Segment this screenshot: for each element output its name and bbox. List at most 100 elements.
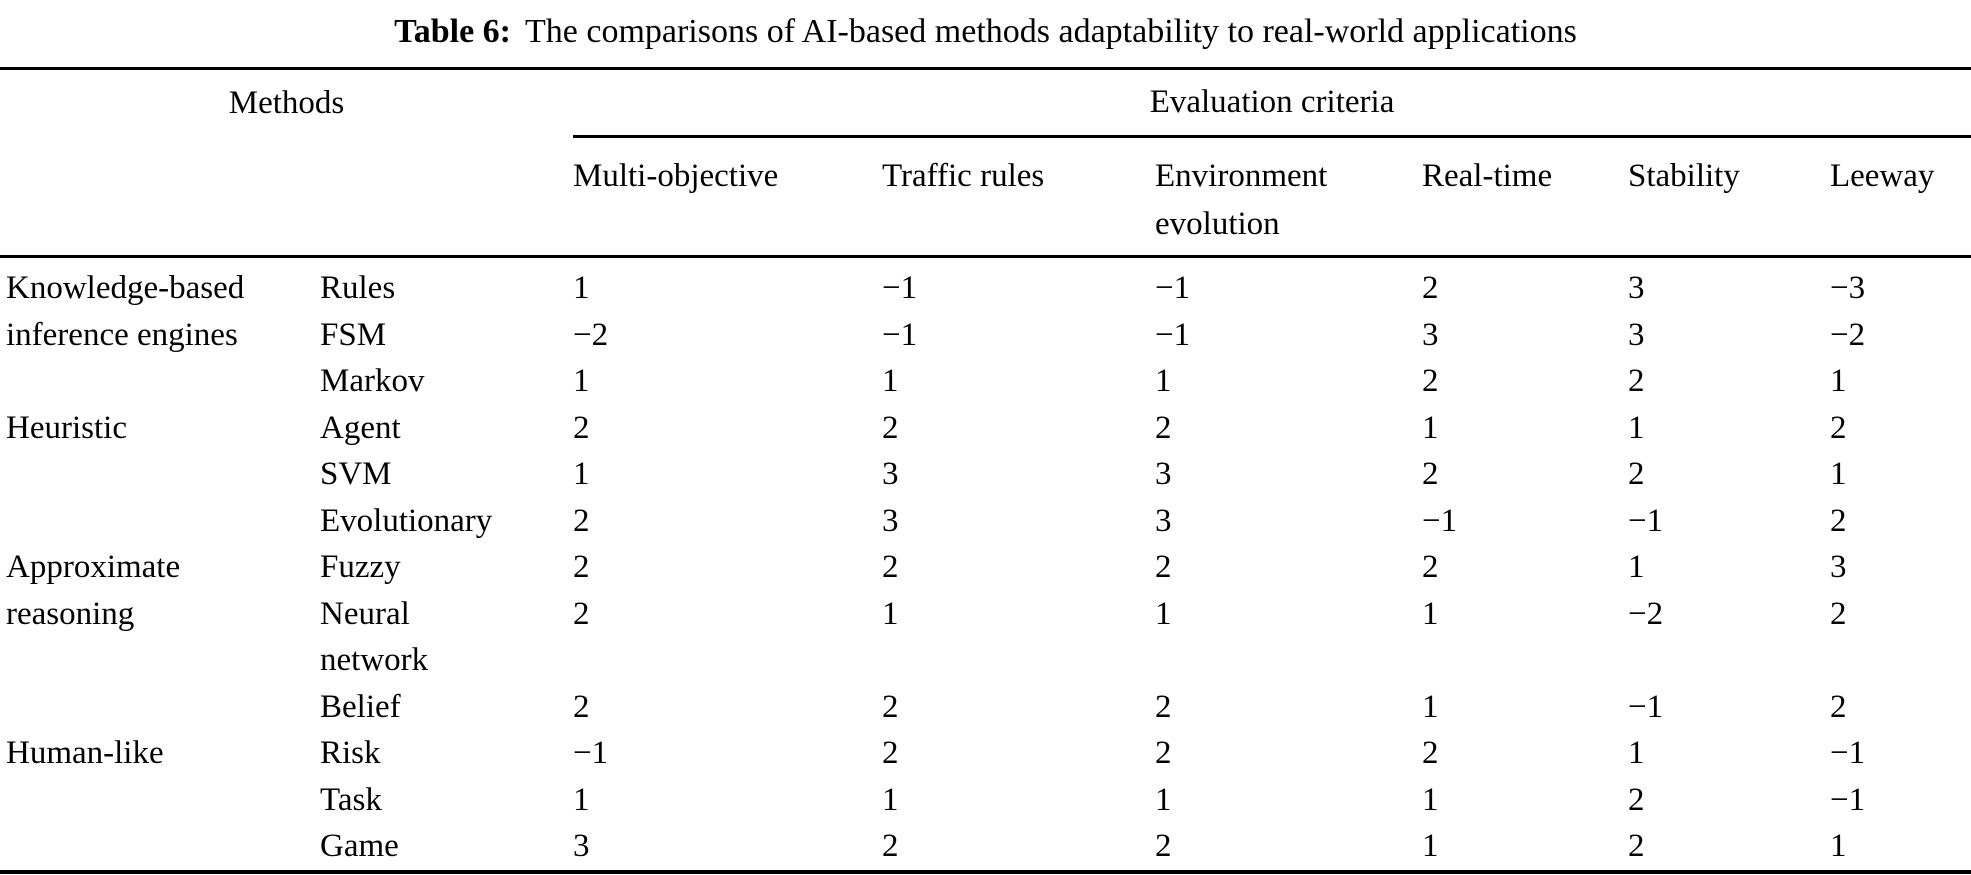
method-name-cell: Game	[320, 828, 399, 864]
method-name-cell: Markov	[320, 363, 425, 399]
table-caption-text: The comparisons of AI-based methods adap…	[525, 13, 1577, 50]
score-cell: 3	[1155, 456, 1172, 492]
score-cell: 2	[573, 502, 590, 539]
method-name-cell: Task	[320, 781, 382, 818]
score-cell: 1	[1422, 409, 1439, 446]
score-cell: 1	[573, 270, 590, 306]
method-category-cell: Knowledge-based inference engines	[6, 270, 245, 353]
method-name-cell: Neural network	[320, 595, 429, 679]
score-cell: 1	[1830, 363, 1847, 399]
table-row: Task 1 1 1 1 2 −1	[0, 777, 1971, 824]
score-cell: 1	[1422, 828, 1439, 864]
empty-header-cell	[0, 136, 573, 258]
score-cell: 2	[1830, 409, 1847, 446]
score-cell: 1	[1155, 363, 1172, 399]
score-cell: −1	[1830, 735, 1866, 771]
table-row: Heuristic Agent 2 2 2 1 1 2	[0, 405, 1971, 452]
score-cell: 1	[1628, 409, 1645, 446]
score-cell: 2	[1155, 735, 1172, 771]
score-cell: 2	[1830, 502, 1847, 539]
score-cell: 1	[1155, 781, 1172, 818]
score-cell: −1	[1830, 781, 1866, 818]
table-row: Neural network 2 1 1 1 −2 2	[0, 591, 1971, 684]
score-cell: 1	[1155, 595, 1172, 632]
score-cell: 2	[1628, 363, 1645, 399]
score-cell: 1	[1422, 781, 1439, 818]
score-cell: 1	[1422, 688, 1439, 725]
score-cell: 2	[1155, 828, 1172, 864]
method-name-cell: FSM	[320, 316, 387, 353]
score-cell: 1	[882, 595, 899, 632]
score-cell: −1	[1155, 270, 1191, 306]
table-row: Knowledge-based inference engines Rules 1 −…	[0, 257, 1971, 353]
score-cell: −1	[1628, 502, 1664, 539]
method-name-cell: Belief	[320, 688, 401, 725]
score-cell: −3	[1830, 270, 1866, 306]
score-cell: 2	[1422, 270, 1439, 306]
method-name-cell: Risk	[320, 735, 381, 771]
score-cell: 3	[1422, 316, 1439, 353]
table-header-row-criteria: Multi-objective Traffic rules Environment …	[0, 136, 1971, 258]
score-cell: 3	[882, 502, 899, 539]
methods-group-header: Methods	[228, 84, 345, 121]
score-cell: 2	[882, 828, 899, 864]
score-cell: −1	[882, 316, 918, 353]
score-cell: −2	[573, 316, 609, 353]
score-cell: 2	[1422, 456, 1439, 492]
score-cell: 2	[1155, 549, 1172, 585]
criteria-column-header: Environment evolution	[1155, 136, 1422, 258]
score-cell: 1	[1628, 735, 1645, 771]
table-row: SVM 1 3 3 2 2 1	[0, 451, 1971, 498]
table-row: FSM −2 −1 −1 3 3 −2	[0, 312, 1971, 359]
score-cell: 2	[1422, 549, 1439, 585]
score-cell: −1	[1422, 502, 1458, 539]
score-cell: 1	[1830, 456, 1847, 492]
score-cell: 2	[1830, 688, 1847, 725]
criteria-column-header: Traffic rules	[882, 136, 1155, 258]
table-row: Markov 1 1 1 2 2 1	[0, 358, 1971, 405]
evaluation-criteria-group-header: Evaluation criteria	[573, 68, 1971, 138]
score-cell: 3	[882, 456, 899, 492]
score-cell: 2	[882, 688, 899, 725]
score-cell: 2	[1628, 828, 1645, 864]
method-name-cell: Fuzzy	[320, 549, 401, 585]
score-cell: 2	[1830, 595, 1847, 632]
score-cell: 2	[573, 549, 590, 585]
criteria-column-header: Real-time	[1422, 136, 1628, 258]
score-cell: 2	[1155, 409, 1172, 446]
score-cell: 2	[882, 735, 899, 771]
method-category-cell: Approximate reasoning	[6, 549, 181, 632]
table-header-row-groups: Methods Evaluation criteria	[0, 68, 1971, 138]
score-cell: 3	[573, 828, 590, 864]
table-row: Evolutionary 2 3 3 −1 −1 2	[0, 498, 1971, 545]
score-cell: 2	[1155, 688, 1172, 725]
score-cell: 1	[1422, 595, 1439, 632]
score-cell: 2	[1422, 735, 1439, 771]
score-cell: 2	[1628, 456, 1645, 492]
score-cell: 3	[1155, 502, 1172, 539]
score-cell: 2	[573, 409, 590, 446]
criteria-column-header: Stability	[1628, 136, 1830, 258]
method-name-cell: SVM	[320, 456, 392, 492]
table-number-label: Table 6:	[394, 13, 511, 50]
table-caption: Table 6: The comparisons of AI-based meth…	[0, 0, 1971, 67]
criteria-column-header: Leeway	[1830, 136, 1971, 258]
table-row: Human-like Risk −1 2 2 2 1 −1	[0, 730, 1971, 777]
score-cell: 2	[1628, 781, 1645, 818]
score-cell: −1	[1155, 316, 1191, 353]
table-row: Approximate reasoning Fuzzy 2 2 2 2 1 3	[0, 544, 1971, 632]
criteria-column-header: Multi-objective	[573, 136, 882, 258]
score-cell: 2	[1422, 363, 1439, 399]
score-cell: 3	[1830, 549, 1847, 585]
method-category-cell: Human-like	[6, 735, 164, 771]
method-name-cell: Agent	[320, 409, 401, 446]
score-cell: 2	[882, 409, 899, 446]
method-name-cell: Rules	[320, 270, 396, 306]
score-cell: 3	[1628, 270, 1645, 306]
score-cell: 1	[882, 781, 899, 818]
table-row: Game 3 2 2 1 2 1	[0, 823, 1971, 872]
method-category-cell: Heuristic	[6, 409, 127, 446]
score-cell: 2	[882, 549, 899, 585]
score-cell: 1	[882, 363, 899, 399]
